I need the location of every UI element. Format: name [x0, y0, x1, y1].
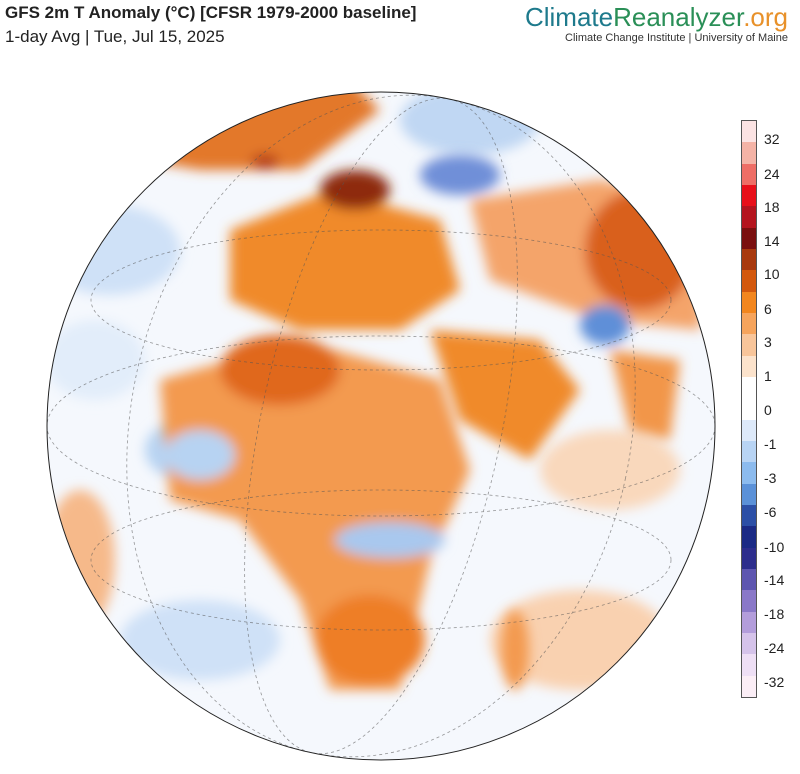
land-tibet: [580, 305, 630, 345]
graticule-parallel-south: [90, 489, 672, 631]
scale-segment: [742, 483, 756, 505]
globe-outline: [46, 91, 716, 761]
scale-label: -6: [764, 504, 777, 520]
scale-segment: [742, 121, 756, 143]
land-west-africa-cool: [165, 430, 235, 480]
scale-label: -32: [764, 674, 785, 690]
scale-segment: [742, 547, 756, 569]
scale-segment: [742, 163, 756, 185]
scale-label: -18: [764, 606, 785, 622]
graticule-equator: [47, 335, 715, 517]
scale-segment: [742, 568, 756, 591]
land-russia-northwest: [420, 155, 500, 195]
scale-label: -1: [764, 436, 777, 452]
land-siberia: [585, 190, 695, 310]
scale-segment: [742, 291, 756, 313]
scale-label: -3: [764, 470, 777, 486]
land-scandinavia: [320, 170, 390, 210]
scale-label: -24: [764, 640, 785, 656]
scale-segment: [742, 206, 756, 228]
scale-segment: [742, 590, 756, 612]
map-title: GFS 2m T Anomaly (°C) [CFSR 1979-2000 ba…: [5, 3, 417, 22]
scale-segment: [742, 334, 756, 356]
scale-label: -14: [764, 572, 785, 588]
land-central-africa-cool: [335, 522, 445, 558]
scale-label: -10: [764, 539, 785, 555]
anomaly-scale-labels: 32 24 18 14 10 6 3 1 0 -1 -3 -6 -10 -14 -18 -24 -32: [762, 120, 798, 698]
brand-logo-part3: .org: [743, 2, 788, 32]
scale-label: 6: [764, 301, 772, 317]
scale-label: 18: [764, 199, 780, 215]
land-madagascar: [501, 610, 529, 690]
scale-segment: [742, 462, 756, 484]
land-southern-africa: [315, 595, 425, 685]
scale-label: 0: [764, 402, 772, 418]
ocean-patch-south-america: [47, 490, 115, 630]
scale-label: 32: [764, 131, 780, 147]
scale-label: 3: [764, 334, 772, 350]
scale-segment: [742, 227, 756, 249]
land-iceland: [251, 154, 279, 170]
land-europe: [230, 190, 460, 330]
land-india: [610, 350, 680, 440]
scale-segment: [742, 270, 756, 292]
scale-segment: [742, 419, 756, 441]
scale-segment: [742, 184, 756, 207]
ocean-patch-north-atlantic: [47, 205, 180, 295]
scale-label: 10: [764, 266, 780, 282]
scale-label: 14: [764, 233, 780, 249]
scale-segment: [742, 504, 756, 527]
land-sahara-hotspot: [220, 335, 340, 405]
ocean-patch-mid-atlantic: [47, 320, 145, 400]
scale-segment: [742, 675, 756, 697]
scale-segment: [742, 654, 756, 676]
ocean-patch-south-atlantic: [120, 600, 280, 680]
scale-segment: [742, 142, 756, 164]
map-subtitle: 1-day Avg | Tue, Jul 15, 2025: [5, 27, 225, 46]
scale-segment: [742, 526, 756, 548]
brand-logo-part2: Reanalyzer: [613, 2, 744, 32]
scale-segment: [742, 312, 756, 335]
scale-segment: [742, 398, 756, 420]
scale-segment: [742, 355, 756, 377]
brand-tagline: Climate Change Institute | University of…: [565, 32, 788, 44]
scale-label: 24: [764, 166, 780, 182]
brand-logo[interactable]: ClimateReanalyzer.org: [525, 2, 788, 32]
scale-segment: [742, 440, 756, 463]
land-middle-east: [430, 330, 580, 460]
scale-segment: [742, 248, 756, 271]
scale-segment: [742, 611, 756, 633]
brand-logo-part1: Climate: [524, 2, 614, 32]
graticule-parallel-north: [90, 229, 672, 371]
ocean-patch-arabian-sea: [540, 430, 680, 510]
anomaly-color-scale: [741, 120, 757, 698]
scale-segment: [742, 376, 756, 399]
scale-label: 1: [764, 368, 772, 384]
scale-segment: [742, 632, 756, 655]
